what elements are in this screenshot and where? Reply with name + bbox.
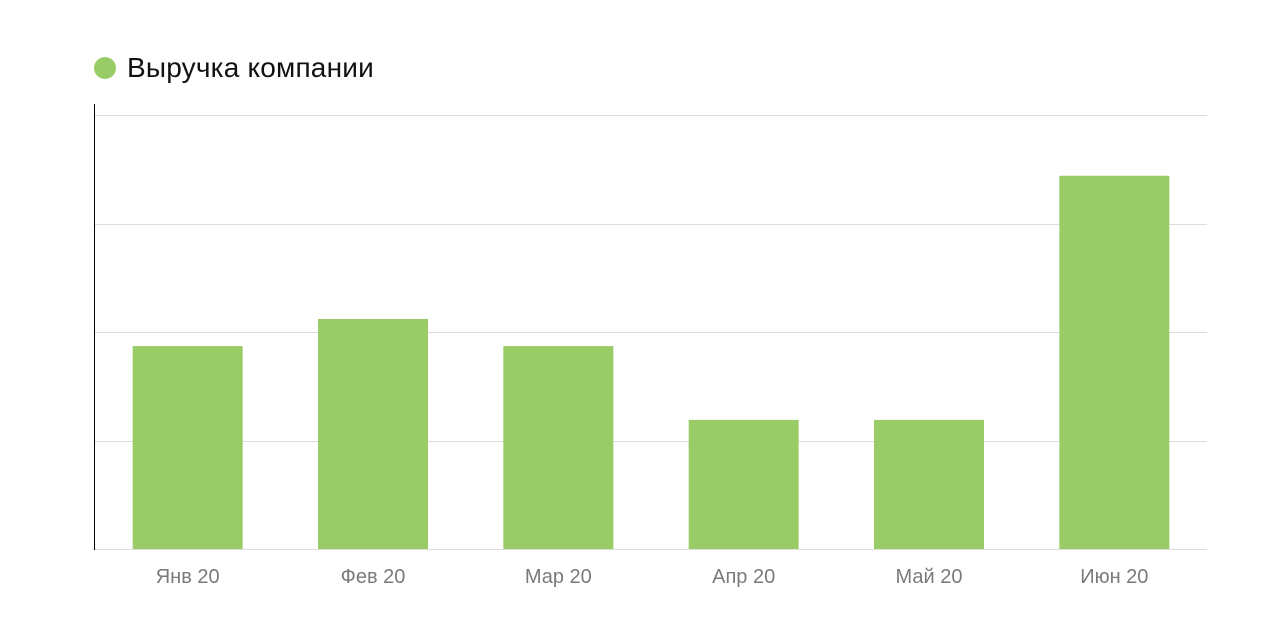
bar: [1059, 175, 1170, 549]
bar: [318, 318, 428, 549]
legend-swatch: [94, 57, 116, 79]
x-tick-label: Апр 20: [712, 566, 775, 588]
x-tick-label: Май 20: [896, 566, 963, 588]
legend-label: Выручка компании: [127, 52, 374, 83]
bar: [874, 419, 984, 549]
grid-lines: [95, 115, 1207, 442]
bar: [503, 346, 614, 549]
x-tick-labels: Янв 20 Фев 20 Мар 20 Апр 20 Май 20 Июн 20: [156, 566, 1149, 588]
bars: [132, 175, 1170, 549]
bar: [132, 346, 243, 549]
x-tick-label: Янв 20: [156, 566, 220, 588]
x-tick-label: Фев 20: [341, 566, 406, 588]
x-tick-label: Июн 20: [1080, 566, 1148, 588]
x-tick-label: Мар 20: [525, 566, 592, 588]
axes: [94, 104, 1207, 550]
bar: [688, 419, 799, 549]
chart-legend: Выручка компании: [94, 52, 374, 84]
